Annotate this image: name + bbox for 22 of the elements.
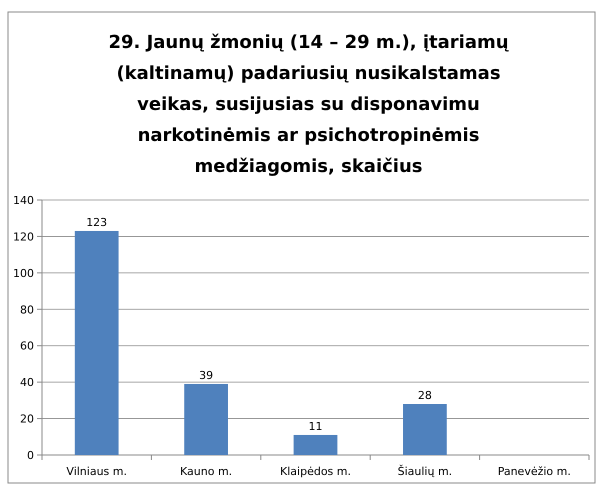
- y-tick-label: 0: [27, 449, 34, 462]
- y-tick-label: 100: [13, 266, 34, 280]
- bar: [294, 434, 338, 455]
- bar: [184, 384, 228, 455]
- y-tick-label: 120: [13, 230, 34, 244]
- y-tick-label: 140: [13, 194, 34, 207]
- y-tick-label: 40: [20, 376, 34, 390]
- bar: [403, 404, 447, 455]
- x-tick-label: Vilniaus m.: [66, 465, 127, 478]
- y-tick-label: 60: [20, 340, 34, 353]
- data-label: 11: [308, 420, 322, 433]
- bar: [74, 230, 119, 455]
- data-label: 28: [418, 389, 432, 402]
- data-label: 39: [199, 368, 214, 382]
- chart-title: 29. Jaunų žmonių (14 – 29 m.), įtariamų (kaltinamų) padariusių nusikalstamas veikas, susijusias su disponavimu narkotinėmis ar psichotropinėmis medžiagomis, skaičius: [108, 32, 509, 177]
- y-tick-label: 80: [20, 303, 34, 316]
- y-tick-label: 20: [20, 412, 34, 426]
- x-tick-label: Kauno m.: [180, 465, 232, 478]
- data-label: 123: [86, 216, 108, 229]
- x-tick-label: Klaipėdos m.: [280, 465, 351, 478]
- x-tick-label: Panevėžio m.: [498, 465, 571, 478]
- x-tick-label: Šiaulių m.: [398, 464, 452, 478]
